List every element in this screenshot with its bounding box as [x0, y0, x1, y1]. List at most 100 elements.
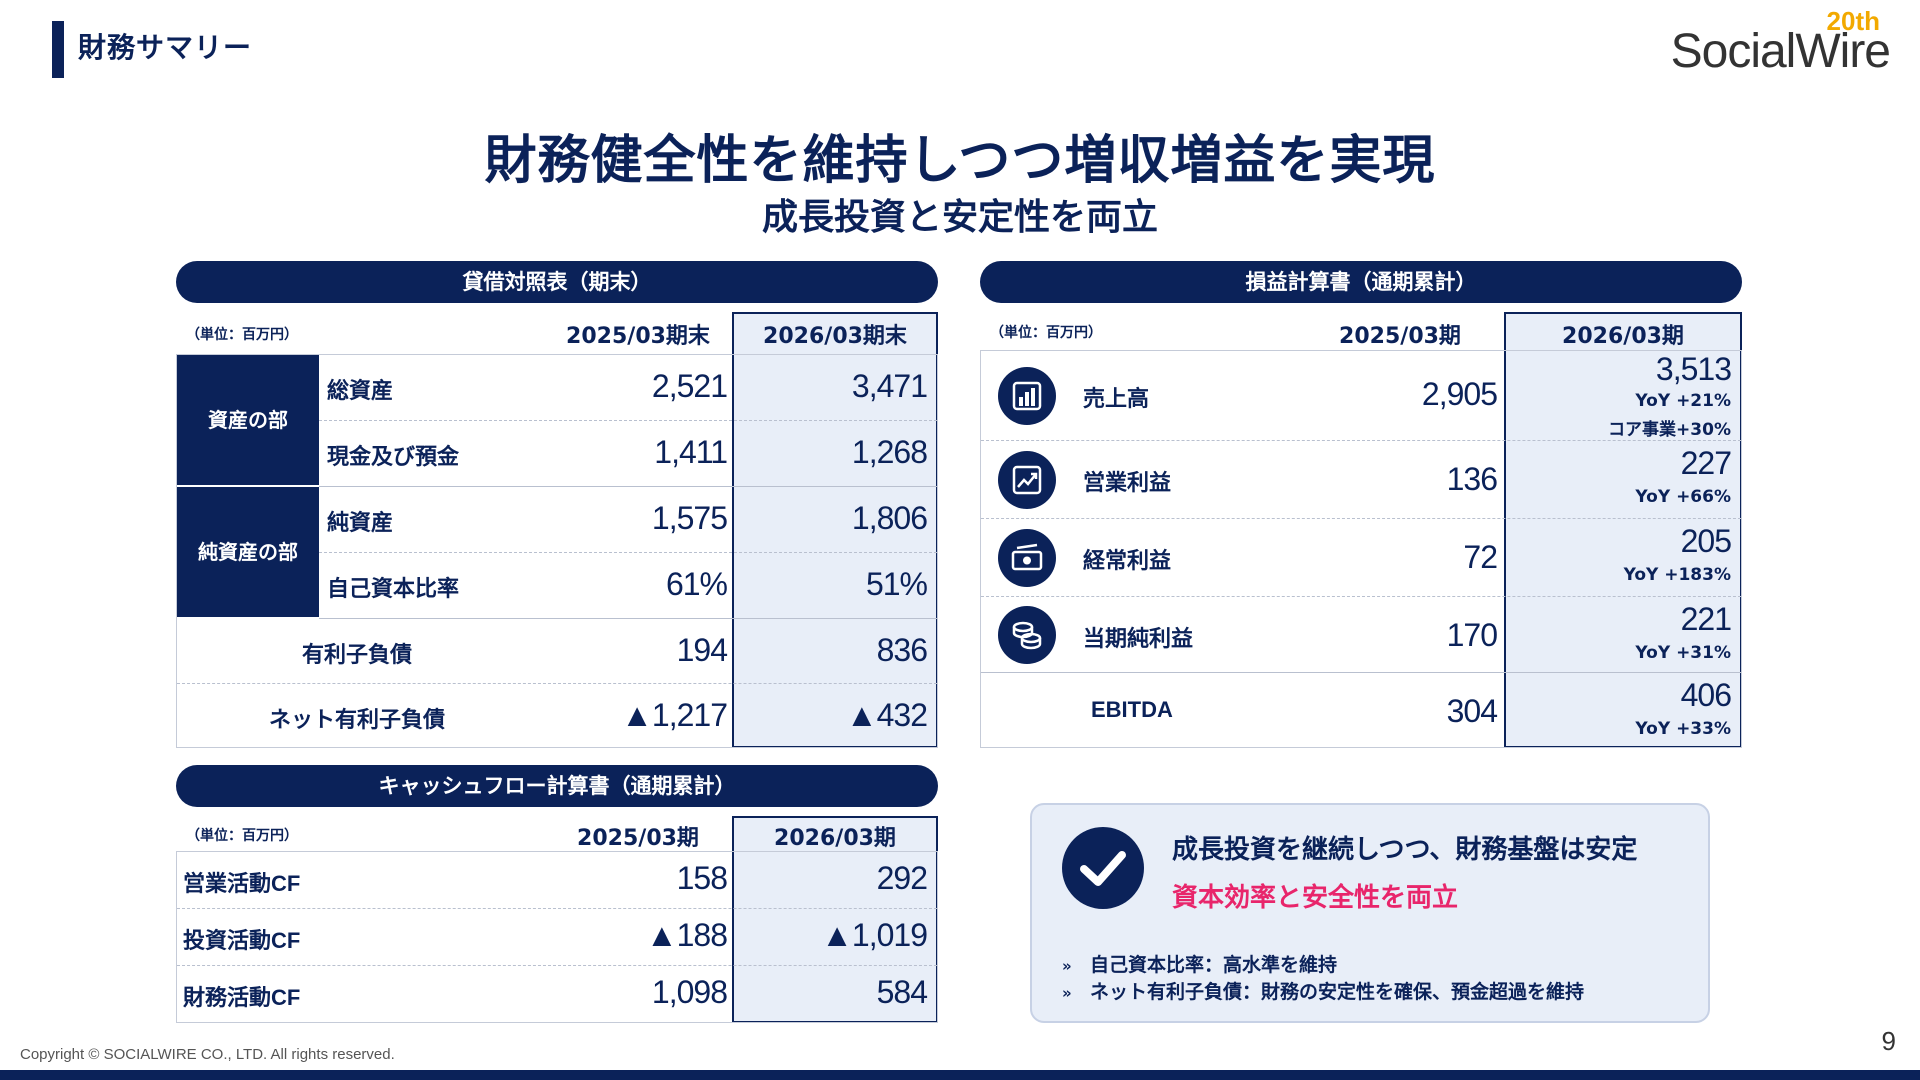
- yoy-label: YoY +31%: [1635, 643, 1731, 663]
- yoy-label: YoY +66%: [1635, 487, 1731, 507]
- check-icon: [1062, 827, 1144, 909]
- yoy-label: YoY +33%: [1635, 719, 1731, 739]
- table-row: ネット有利子負債 ▲1,217 ▲432: [177, 684, 937, 748]
- bullet-marker: »: [1062, 984, 1072, 1002]
- value-curr: 3,513: [1655, 351, 1732, 387]
- table-row: 投資活動CF ▲188 ▲1,019: [177, 909, 937, 966]
- balance-sheet-title: 貸借対照表（期末）: [176, 261, 938, 303]
- summary-callout: 成長投資を継続しつつ、財務基盤は安定 資本効率と安全性を両立 » 自己資本比率：高…: [1030, 803, 1710, 1023]
- company-logo: 20th SocialWire: [1650, 6, 1891, 78]
- balance-sheet-col-prev: 2025/03期末: [566, 324, 710, 349]
- value-curr: 584: [876, 974, 928, 1010]
- row-label: ネット有利子負債: [268, 708, 445, 733]
- row-label: 経常利益: [1083, 549, 1172, 574]
- page-title: 財務健全性を維持しつつ増収増益を実現: [484, 131, 1436, 191]
- value-prev: 136: [1446, 461, 1498, 497]
- value-prev: 1,098: [651, 974, 728, 1010]
- bullet-text: 自己資本比率：高水準を維持: [1090, 954, 1338, 976]
- value-curr: 406: [1680, 677, 1732, 713]
- balance-sheet-current-column: [732, 312, 938, 748]
- income-statement-table: 売上高 2,905 3,513 YoY +21% コア事業+30% 営業利益 1…: [980, 350, 1742, 748]
- value-prev: 61%: [665, 566, 728, 602]
- value-curr: ▲1,019: [821, 917, 928, 953]
- cash-icon: [998, 529, 1056, 587]
- table-row: 自己資本比率 61% 51%: [319, 553, 937, 619]
- row-label: EBITDA: [1091, 697, 1173, 722]
- group-assets: 資産の部: [177, 355, 319, 485]
- table-row: EBITDA 304 406 YoY +33%: [981, 673, 1741, 749]
- value-prev: ▲1,217: [621, 697, 728, 733]
- summary-highlight: 資本効率と安全性を両立: [1172, 883, 1459, 913]
- cash-flow-title: キャッシュフロー計算書（通期累計）: [176, 765, 938, 807]
- summary-bullet: » 自己資本比率：高水準を維持: [1062, 950, 1337, 977]
- cash-flow-current-column: [732, 816, 938, 1023]
- logo-anniversary: 20th: [1826, 6, 1880, 36]
- value-prev: 72: [1463, 539, 1498, 575]
- row-label: 総資産: [327, 379, 394, 404]
- copyright-text: Copyright © SOCIALWIRE CO., LTD. All rig…: [20, 1046, 395, 1063]
- row-label: 財務活動CF: [183, 985, 301, 1010]
- table-row: 現金及び預金 1,411 1,268: [319, 421, 937, 487]
- table-row: 有利子負債 194 836: [177, 619, 937, 684]
- value-curr: 227: [1680, 445, 1732, 481]
- table-row: 当期純利益 170 221 YoY +31%: [981, 597, 1741, 673]
- value-prev: 2,905: [1421, 376, 1498, 412]
- table-row: 経常利益 72 205 YoY +183%: [981, 519, 1741, 597]
- income-statement-col-curr: 2026/03期: [1562, 324, 1684, 349]
- footer-bar: [0, 1070, 1920, 1080]
- yoy-label: YoY +21%: [1635, 391, 1731, 411]
- value-curr: 3,471: [851, 368, 928, 404]
- value-curr: 292: [876, 860, 928, 896]
- table-row: 財務活動CF 1,098 584: [177, 966, 937, 1023]
- bar-chart-icon: [998, 367, 1056, 425]
- row-label: 有利子負債: [301, 643, 412, 668]
- bullet-marker: »: [1062, 957, 1072, 975]
- value-prev: 194: [676, 632, 728, 668]
- value-curr: 836: [876, 632, 928, 668]
- table-row: 総資産 2,521 3,471: [319, 355, 937, 421]
- summary-heading: 成長投資を継続しつつ、財務基盤は安定: [1172, 835, 1638, 865]
- table-row: 売上高 2,905 3,513 YoY +21% コア事業+30%: [981, 351, 1741, 441]
- page-subtitle: 成長投資と安定性を両立: [761, 197, 1158, 238]
- group-net-assets: 純資産の部: [177, 487, 319, 617]
- value-curr: 221: [1680, 601, 1732, 637]
- section-title: 財務サマリー: [78, 31, 253, 64]
- balance-sheet-col-curr: 2026/03期末: [763, 324, 907, 349]
- page-number: 9: [1881, 1026, 1896, 1056]
- balance-sheet-table: 資産の部 純資産の部 総資産 2,521 3,471 現金及び預金 1,411 …: [176, 354, 938, 748]
- cash-flow-table: 営業活動CF 158 292 投資活動CF ▲188 ▲1,019 財務活動CF…: [176, 851, 938, 1023]
- row-label: 売上高: [1083, 387, 1150, 412]
- value-prev: 158: [676, 860, 728, 896]
- value-curr: 1,806: [851, 500, 928, 536]
- trend-chart-icon: [998, 451, 1056, 509]
- value-prev: ▲188: [645, 917, 728, 953]
- table-row: 営業利益 136 227 YoY +66%: [981, 441, 1741, 519]
- yoy-label: YoY +183%: [1623, 565, 1731, 585]
- value-prev: 170: [1446, 617, 1498, 653]
- table-row: 営業活動CF 158 292: [177, 852, 937, 909]
- row-label: 自己資本比率: [327, 577, 460, 602]
- income-statement-title: 損益計算書（通期累計）: [980, 261, 1742, 303]
- summary-bullet: » ネット有利子負債：財務の安定性を確保、預金超過を維持: [1062, 977, 1584, 1004]
- coins-icon: [998, 606, 1056, 664]
- value-prev: 304: [1446, 693, 1498, 729]
- table-row: 純資産 1,575 1,806: [319, 487, 937, 553]
- row-label: 営業利益: [1083, 471, 1172, 496]
- header-accent-bar: [52, 21, 64, 78]
- logo-name: SocialWire: [1670, 25, 1891, 78]
- income-statement-col-prev: 2025/03期: [1339, 324, 1461, 349]
- balance-sheet-unit: （単位：百万円）: [186, 327, 298, 343]
- row-label: 営業活動CF: [183, 871, 301, 896]
- value-curr: ▲432: [845, 697, 928, 733]
- value-prev: 1,411: [654, 434, 728, 470]
- bullet-text: ネット有利子負債：財務の安定性を確保、預金超過を維持: [1090, 981, 1585, 1003]
- value-curr: 51%: [865, 566, 928, 602]
- row-label: 当期純利益: [1083, 627, 1194, 652]
- cash-flow-unit: （単位：百万円）: [186, 828, 298, 844]
- income-statement-unit: （単位：百万円）: [990, 325, 1102, 341]
- value-curr: 205: [1680, 523, 1732, 559]
- value-prev: 1,575: [651, 500, 728, 536]
- row-label: 純資産: [327, 511, 394, 536]
- cash-flow-col-curr: 2026/03期: [774, 826, 896, 851]
- row-label: 投資活動CF: [183, 928, 301, 953]
